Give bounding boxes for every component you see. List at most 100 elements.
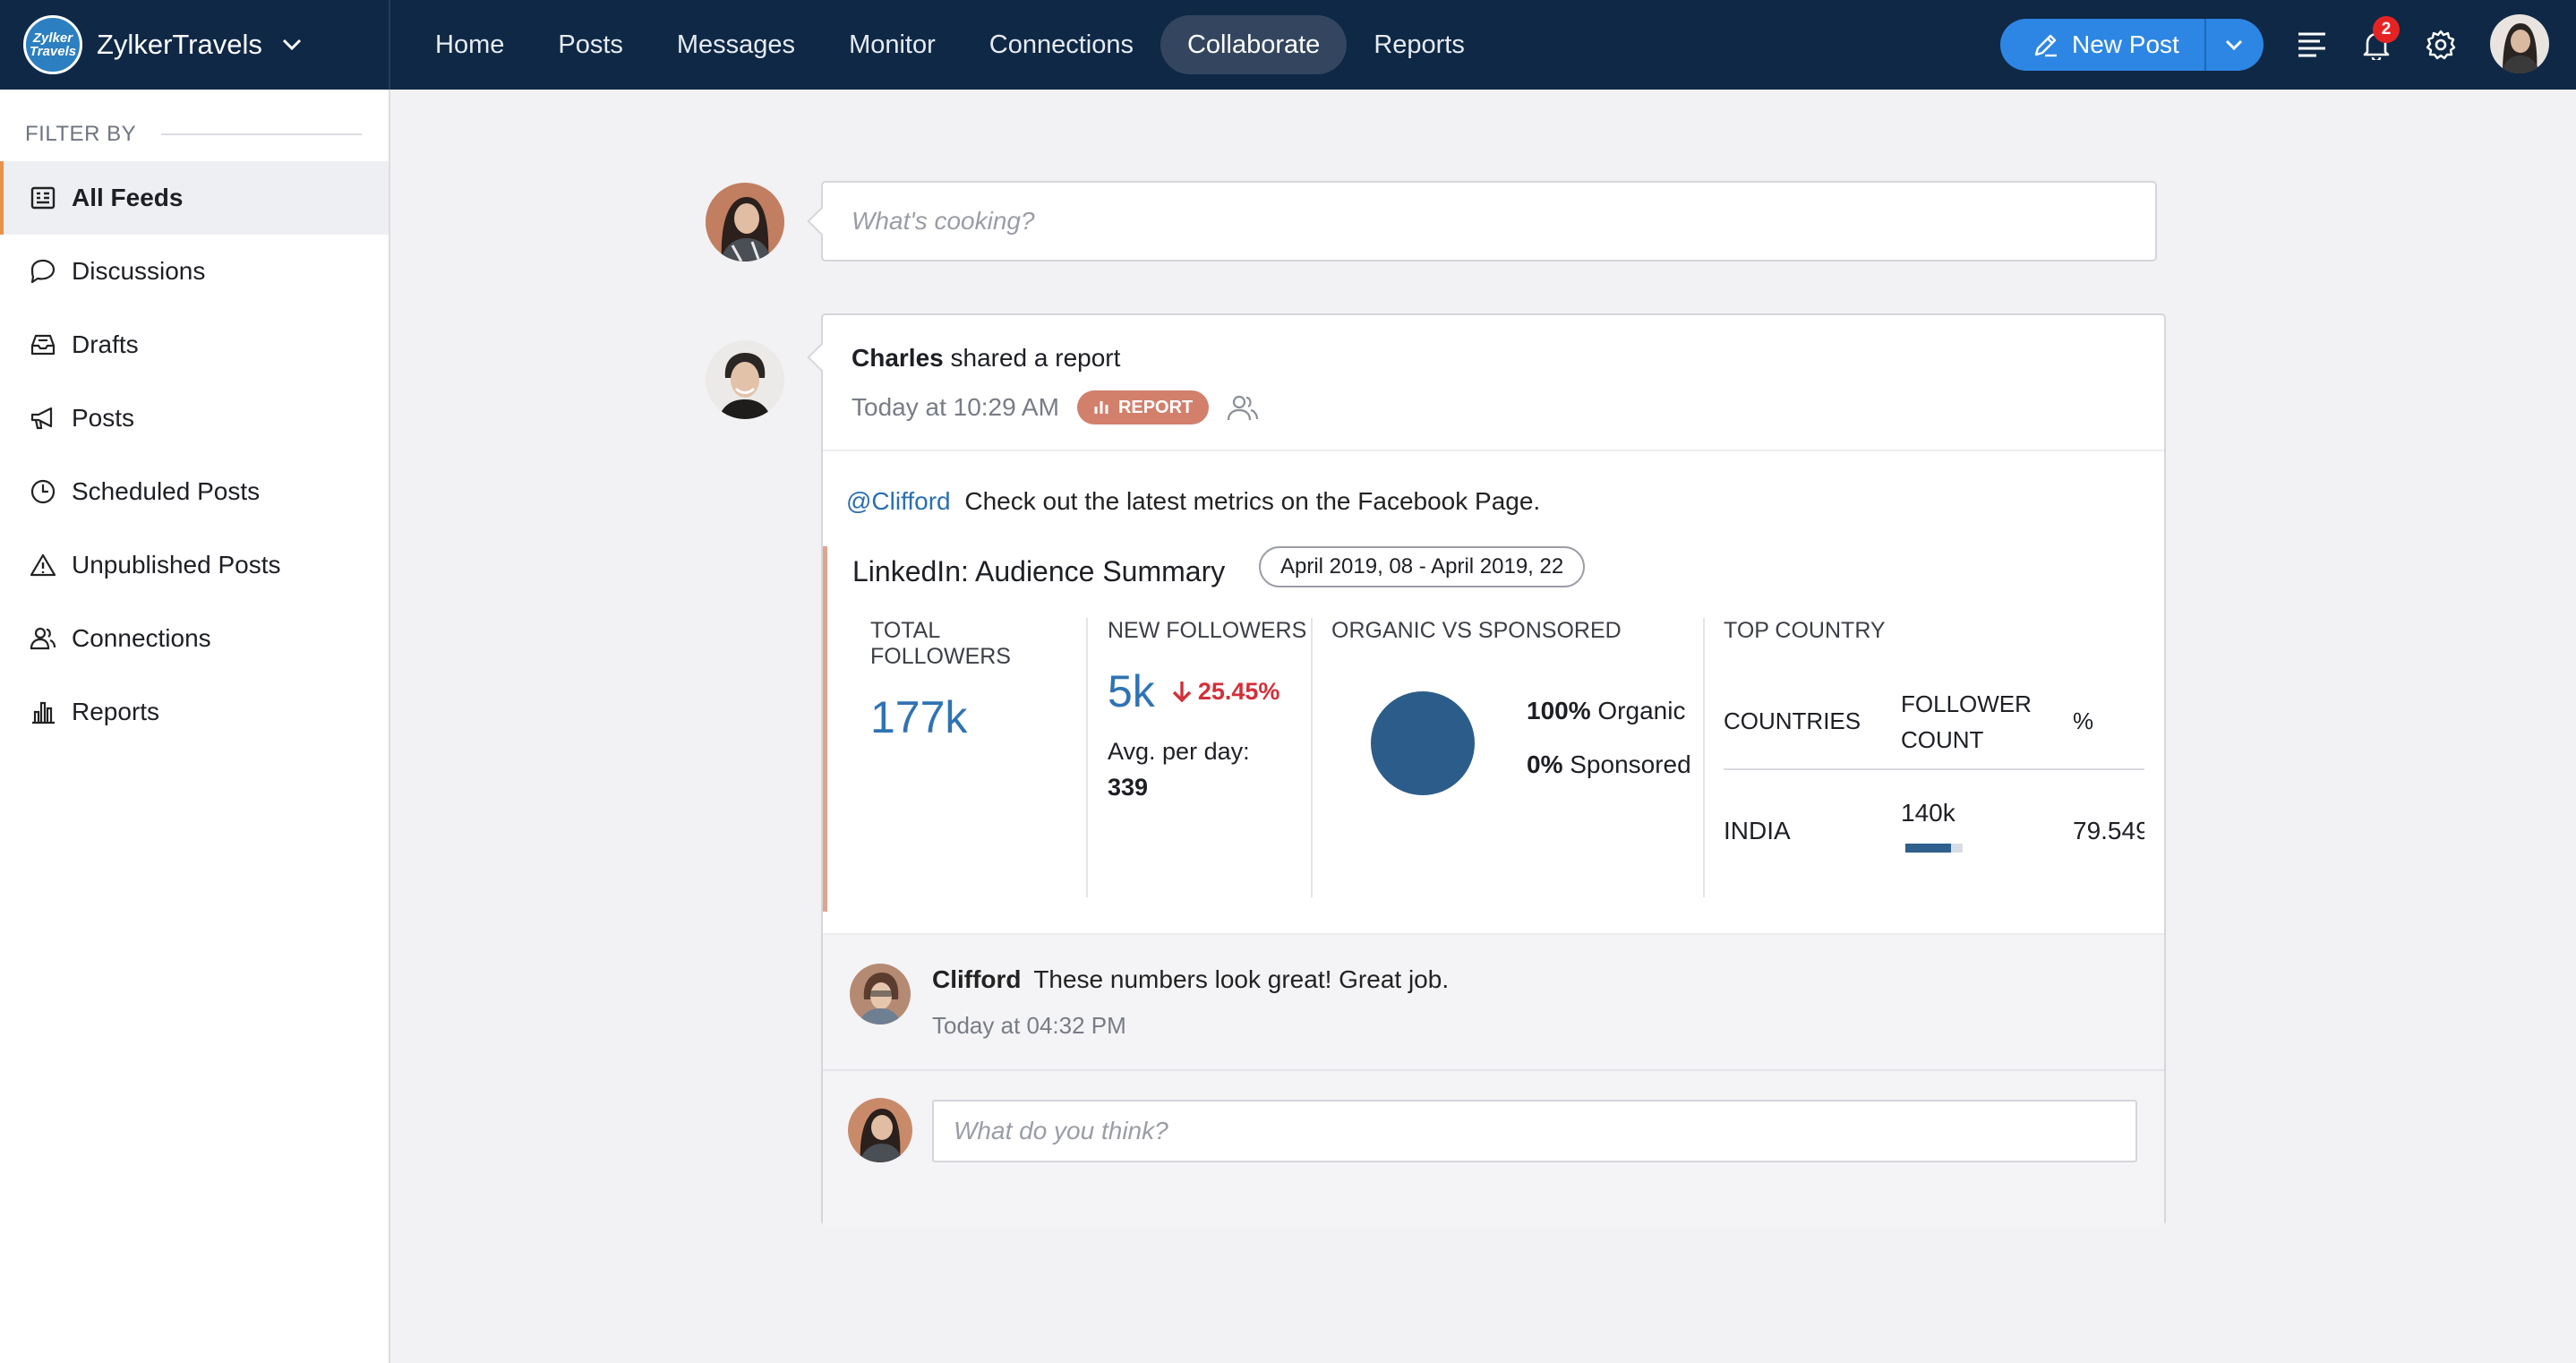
nav-posts[interactable]: Posts [558, 30, 623, 59]
nav-monitor[interactable]: Monitor [849, 30, 936, 59]
reply-input[interactable] [934, 1102, 2135, 1161]
sponsored-pct: 0% [1527, 750, 1563, 778]
post-author-name[interactable]: Charles [852, 344, 944, 372]
comment-line: Clifford These numbers look great! Great… [932, 965, 1449, 994]
sidebar-item-label: All Feeds [72, 184, 184, 211]
avg-per-day: Avg. per day: 339 [1108, 733, 1314, 805]
post-body: @Clifford Check out the latest metrics o… [823, 451, 2164, 516]
report-date-range: April 2019, 08 - April 2019, 22 [1259, 546, 1586, 587]
metric-value: 5k [1108, 666, 1155, 716]
brand-switcher[interactable]: Zylker Travels ZylkerTravels [0, 0, 390, 90]
comment-time: Today at 04:32 PM [932, 1012, 1126, 1039]
sponsored-share: 0% Sponsored [1527, 750, 1691, 779]
country-share-bar [1905, 844, 1963, 853]
change-indicator: 25.45% [1171, 677, 1280, 706]
metric-value: 177k [870, 692, 968, 742]
discussion-icon [29, 257, 57, 286]
sidebar-item-label: Posts [72, 404, 135, 432]
country-percent: 79.549 [2073, 817, 2144, 844]
sidebar-item-label: Drafts [72, 330, 139, 358]
new-post-split-button: New Post [2000, 19, 2264, 71]
warning-icon [29, 551, 57, 579]
country-count: 140k [1901, 799, 1956, 827]
post-time: Today at 10:29 AM [852, 393, 1059, 421]
organic-text: Organic [1597, 697, 1686, 724]
filter-label: FILTER BY [25, 122, 137, 146]
reply-area [823, 1069, 2164, 1225]
sidebar-item-all-feeds[interactable]: All Feeds [0, 161, 389, 235]
bar-chart-icon [29, 698, 57, 726]
organic-pie-chart [1371, 691, 1475, 795]
pie-slice-organic [1371, 691, 1475, 795]
col-percent: % [2073, 707, 2094, 734]
new-post-button[interactable]: New Post [2000, 19, 2206, 71]
compose-avatar [706, 183, 784, 261]
post-message: Check out the latest metrics on the Face… [964, 487, 1541, 515]
megaphone-icon [29, 404, 57, 433]
compose-input[interactable] [823, 183, 2155, 260]
metric-row: 5k 25.45% [1108, 665, 1314, 717]
post-title: Charles shared a report [852, 344, 2164, 373]
post-header: Charles shared a report Today at 10:29 A… [823, 315, 2164, 451]
divider [1086, 618, 1088, 897]
post-meta: Today at 10:29 AM REPORT [852, 390, 2164, 424]
report-tag-label: REPORT [1117, 397, 1194, 417]
post-author-avatar[interactable] [706, 340, 784, 419]
sidebar-item-label: Discussions [72, 257, 206, 285]
sidebar-item-label: Reports [72, 698, 160, 725]
sidebar-item-connections[interactable]: Connections [0, 602, 389, 675]
reply-box [932, 1100, 2137, 1162]
sidebar: FILTER BY All Feeds Discussions Drafts P… [0, 90, 390, 1363]
sidebar-item-scheduled-posts[interactable]: Scheduled Posts [0, 455, 389, 528]
new-post-dropdown[interactable] [2206, 19, 2262, 71]
gear-icon[interactable] [2421, 25, 2460, 64]
new-post-label: New Post [2072, 30, 2179, 58]
sidebar-item-label: Unpublished Posts [72, 551, 281, 579]
comment-avatar[interactable] [850, 964, 911, 1024]
chevron-down-icon [282, 39, 301, 51]
brand-logo: Zylker Travels [23, 15, 82, 74]
sidebar-item-drafts[interactable]: Drafts [0, 308, 389, 381]
brand-logo-line1: Zylker [32, 30, 73, 46]
report-tag: REPORT [1076, 390, 1210, 424]
people-icon[interactable] [1227, 390, 1261, 424]
comment-author[interactable]: Clifford [932, 965, 1022, 993]
nav-home[interactable]: Home [435, 30, 505, 59]
main-nav: Home Posts Messages Monitor Connections … [408, 0, 1492, 90]
nav-connections[interactable]: Connections [988, 30, 1134, 59]
col-countries: COUNTRIES [1724, 707, 1861, 734]
metric-label: ORGANIC VS SPONSORED [1331, 618, 1622, 643]
metric-total-followers: TOTAL FOLLOWERS 177k [870, 618, 1076, 897]
sponsored-text: Sponsored [1570, 750, 1691, 778]
brand-logo-line2: Travels [29, 44, 77, 59]
avg-value: 339 [1108, 774, 1149, 801]
connections-icon [29, 624, 57, 653]
nav-messages[interactable]: Messages [676, 30, 796, 59]
arrow-down-icon [1172, 682, 1192, 703]
user-avatar[interactable] [2490, 14, 2549, 73]
sidebar-item-posts[interactable]: Posts [0, 381, 389, 455]
col-follower-line2: COUNT [1901, 726, 1984, 753]
bar-chart-icon [1094, 401, 1108, 414]
compose-box [807, 181, 2157, 261]
sidebar-item-unpublished-posts[interactable]: Unpublished Posts [0, 528, 389, 602]
report-title: LinkedIn: Audience Summary [852, 555, 1226, 587]
nav-collaborate[interactable]: Collaborate [1160, 15, 1348, 74]
sidebar-item-reports[interactable]: Reports [0, 675, 389, 749]
menu-lines-icon[interactable] [2292, 25, 2332, 64]
report-summary: LinkedIn: Audience Summary April 2019, 0… [823, 546, 2164, 912]
reply-avatar [848, 1098, 912, 1162]
col-follower-count: FOLLOWER COUNT [1901, 686, 2032, 758]
divider [161, 133, 362, 135]
nav-reports[interactable]: Reports [1374, 30, 1465, 59]
metric-label: NEW FOLLOWERS [1108, 618, 1307, 643]
brand-name: ZylkerTravels [97, 29, 262, 60]
post-card: Charles shared a report Today at 10:29 A… [807, 313, 2166, 1225]
chevron-down-icon [2225, 39, 2243, 50]
divider [1703, 618, 1705, 897]
divider [1724, 768, 2144, 770]
change-value: 25.45% [1197, 677, 1280, 705]
mention-link[interactable]: @Clifford [846, 487, 951, 515]
sidebar-item-discussions[interactable]: Discussions [0, 235, 389, 308]
country-share-bar-fill [1905, 844, 1952, 853]
